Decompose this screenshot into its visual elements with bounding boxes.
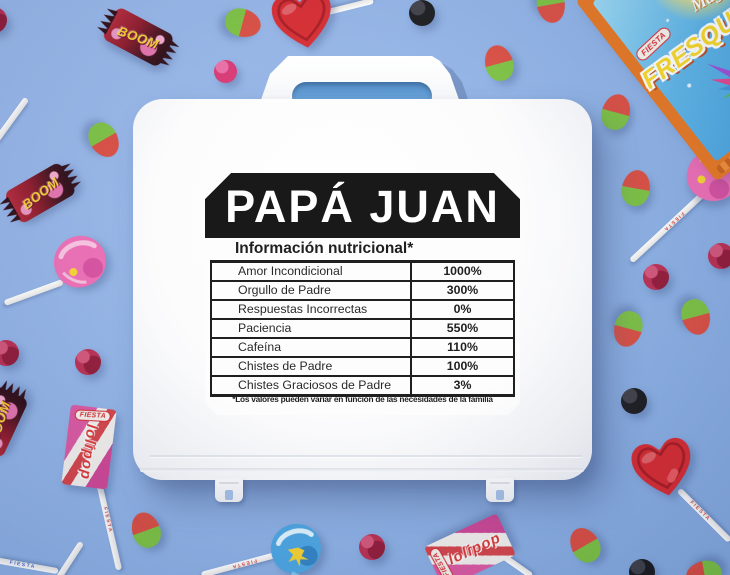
nutrition-label: PAPÁ JUAN Información nutricional* Amor … xyxy=(205,173,520,415)
case-bottom-rim xyxy=(140,468,584,472)
lolipop-wrapper-text: lolipop xyxy=(76,423,101,481)
boom-candy-wrapper: BOOM xyxy=(0,373,34,466)
heart-lollipop xyxy=(262,0,344,58)
boom-candy-wrapper: BOOM xyxy=(0,155,88,229)
row-value: 110% xyxy=(447,340,478,354)
row-name: Paciencia xyxy=(212,320,412,337)
wrapper-text: BOOM xyxy=(18,174,62,212)
table-row: Amor Incondicional 1000% xyxy=(212,263,513,280)
lollipop-stick xyxy=(0,96,30,143)
strawberry-gummy xyxy=(619,167,653,209)
fiesta-lolipop-wrapper: FIESTA lolipop xyxy=(61,404,117,490)
row-value: 3% xyxy=(453,378,472,392)
label-header: PAPÁ JUAN xyxy=(205,173,520,238)
stick-brand-text: FIESTA xyxy=(230,557,258,570)
row-value: 0% xyxy=(453,302,472,316)
raspberry-gummy xyxy=(0,340,19,366)
row-name: Chistes Graciosos de Padre xyxy=(212,377,412,394)
pink-wrapped-lollipop xyxy=(45,227,116,296)
nutrition-table: Amor Incondicional 1000% Orgullo de Padr… xyxy=(210,260,515,397)
table-row: Chistes de Padre 100% xyxy=(212,356,513,375)
table-row: Chistes Graciosos de Padre 3% xyxy=(212,375,513,394)
raspberry-gummy xyxy=(0,7,7,33)
fiesta-candy-packet: FIESTA Mag FRESQUI xyxy=(575,0,730,182)
row-name: Respuestas Incorrectas xyxy=(212,301,412,318)
table-row: Orgullo de Padre 300% xyxy=(212,280,513,299)
table-row: Paciencia 550% xyxy=(212,318,513,337)
raspberry-gummy xyxy=(708,243,730,269)
raspberry-gummy xyxy=(359,534,385,560)
strawberry-gummy xyxy=(677,295,715,339)
row-value: 100% xyxy=(446,359,479,373)
case-latch-left xyxy=(215,478,243,502)
strawberry-gummy xyxy=(563,522,607,568)
row-value: 300% xyxy=(446,283,479,297)
strawberry-gummy xyxy=(683,558,725,575)
row-name: Chistes de Padre xyxy=(212,358,412,375)
row-name: Orgullo de Padre xyxy=(212,282,412,299)
row-value: 1000% xyxy=(443,264,482,278)
strawberry-gummy xyxy=(221,4,265,42)
black-gummy xyxy=(629,559,655,575)
stick-brand-text: FIESTA xyxy=(101,506,114,534)
table-row: Cafeína 110% xyxy=(212,337,513,356)
black-gummy xyxy=(409,0,435,26)
table-row: Respuestas Incorrectas 0% xyxy=(212,299,513,318)
lollipop-stick: FIESTA xyxy=(96,483,123,571)
row-name: Amor Incondicional xyxy=(212,263,412,280)
heart-lollipop xyxy=(621,427,705,507)
stick-brand-text: FIESTA xyxy=(661,210,686,233)
pink-gumdrop xyxy=(214,60,237,83)
lollipop-stick: FIESTA xyxy=(200,552,276,575)
strawberry-gummy xyxy=(82,117,126,163)
label-title: PAPÁ JUAN xyxy=(225,181,500,232)
wrapper-text: BOOM xyxy=(0,399,13,445)
fiesta-lolipop-wrapper: FIESTA lolipop xyxy=(424,513,516,575)
wrapper-body: BOOM xyxy=(0,385,29,459)
packet-cartoon-character xyxy=(697,18,730,122)
row-name: Cafeína xyxy=(212,339,412,356)
strawberry-gummy xyxy=(480,41,518,85)
blue-wrapped-lollipop xyxy=(263,517,329,575)
section-header: Información nutricional* xyxy=(235,240,414,257)
row-value: 550% xyxy=(446,321,479,335)
stick-brand-text: FIESTA xyxy=(9,559,37,571)
case-latch-right xyxy=(486,478,514,502)
lolipop-wrapper-text: lolipop xyxy=(445,529,504,569)
boom-candy-wrapper: BOOM xyxy=(94,2,187,74)
case-seam-line xyxy=(150,455,582,457)
wrapper-body: BOOM xyxy=(101,6,175,68)
strawberry-gummy xyxy=(534,0,568,26)
strawberry-gummy xyxy=(597,90,635,134)
strawberry-gummy xyxy=(609,307,647,351)
wrapper-body: BOOM xyxy=(3,161,77,225)
lollipop-stick: FIESTA xyxy=(0,557,59,575)
label-footnote: *Los valores pueden variar en función de… xyxy=(232,394,493,404)
wrapper-text: BOOM xyxy=(115,22,161,52)
stick-brand-text: FIESTA xyxy=(688,499,712,523)
fiesta-brand-pill: FIESTA xyxy=(74,409,112,423)
black-gummy xyxy=(621,388,647,414)
strawberry-gummy xyxy=(126,508,166,552)
raspberry-gummy xyxy=(643,264,669,290)
raspberry-gummy xyxy=(75,349,101,375)
